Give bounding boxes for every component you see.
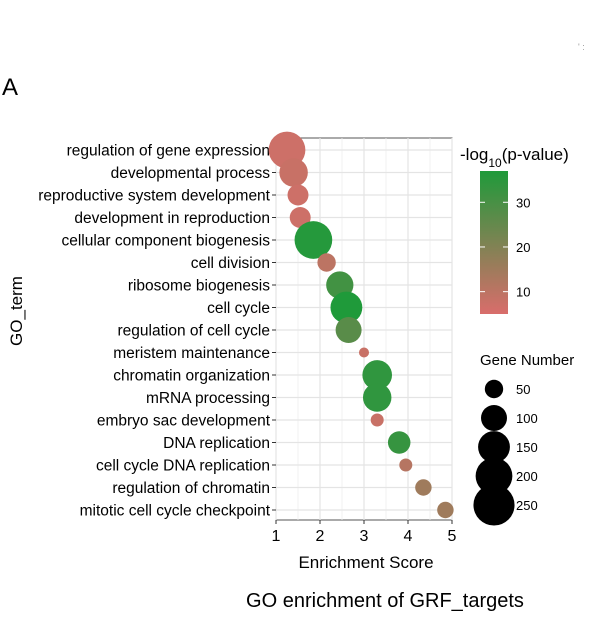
- color-legend-tick-label: 10: [516, 285, 530, 300]
- color-legend: -log10(p-value) 10 20 30: [460, 145, 569, 314]
- color-legend-bar: [480, 171, 508, 314]
- y-tick-label: DNA replication: [163, 435, 270, 452]
- y-tick-label: meristem maintenance: [113, 345, 270, 362]
- size-legend-circle: [473, 484, 515, 526]
- data-point: [387, 431, 411, 454]
- data-point: [294, 221, 333, 259]
- color-legend-ticks: 10 20 30: [480, 195, 530, 300]
- data-point: [287, 184, 309, 206]
- data-points: [268, 131, 454, 519]
- panel-label: A: [2, 74, 18, 101]
- y-tick-label: mitotic cell cycle checkpoint: [80, 503, 271, 520]
- data-point: [370, 413, 384, 427]
- data-point: [279, 158, 308, 187]
- y-tick-label: developmental process: [111, 165, 271, 182]
- y-tick-label: mRNA processing: [146, 390, 270, 407]
- data-point: [362, 360, 393, 390]
- y-tick-label: regulation of chromatin: [112, 480, 270, 497]
- size-legend-label: 50: [516, 382, 530, 397]
- data-point: [437, 501, 454, 519]
- y-tick-label: cell cycle: [207, 300, 270, 317]
- color-legend-tick-label: 30: [516, 195, 530, 210]
- data-point: [399, 458, 413, 472]
- y-tick-label: cellular component biogenesis: [61, 233, 270, 250]
- data-point: [358, 347, 370, 358]
- data-point: [335, 317, 362, 343]
- x-tick-label: 4: [404, 528, 413, 545]
- data-point: [317, 253, 336, 272]
- size-legend-circle: [484, 379, 504, 399]
- data-point: [330, 291, 363, 324]
- y-axis-title: GO_term: [7, 276, 26, 346]
- size-legend-label: 150: [516, 440, 538, 455]
- x-tick-label: 2: [316, 528, 325, 545]
- size-legend-title: Gene Number: [480, 352, 574, 369]
- data-point: [289, 207, 311, 228]
- x-axis-ticks: 1 2 3 4 5: [272, 520, 457, 545]
- y-axis-ticks: regulation of gene expression development…: [38, 143, 276, 520]
- y-tick-label: reproductive system development: [38, 188, 270, 205]
- y-tick-label: chromatin organization: [113, 368, 270, 385]
- data-point: [415, 479, 432, 496]
- x-tick-label: 5: [448, 528, 457, 545]
- color-legend-tick-label: 20: [516, 240, 530, 255]
- y-tick-label: regulation of cell cycle: [118, 323, 271, 340]
- size-legend-label: 200: [516, 469, 538, 484]
- size-legend-label: 250: [516, 498, 538, 513]
- chart-title: GO enrichment of GRF_targets: [246, 590, 524, 612]
- y-tick-label: cell division: [191, 255, 270, 272]
- size-legend-circle: [478, 431, 510, 463]
- y-tick-label: development in reproduction: [74, 210, 270, 227]
- y-tick-label: regulation of gene expression: [67, 143, 270, 160]
- x-tick-label: 3: [360, 528, 369, 545]
- size-legend-items: 50 100 150 200 250: [473, 379, 538, 526]
- size-legend-label: 100: [516, 411, 538, 426]
- y-tick-label: embryo sac development: [97, 413, 271, 430]
- data-point: [362, 383, 392, 412]
- x-axis-title: Enrichment Score: [298, 553, 433, 572]
- y-tick-label: cell cycle DNA replication: [96, 458, 270, 475]
- size-legend-circle: [475, 457, 513, 495]
- size-legend: Gene Number 50 100 150 200 250: [473, 352, 574, 526]
- corner-mark: ' :: [578, 42, 585, 52]
- y-tick-label: ribosome biogenesis: [128, 278, 270, 295]
- color-legend-title: -log10(p-value): [460, 145, 569, 170]
- size-legend-circle: [481, 405, 507, 431]
- plot-panel: regulation of gene expression development…: [38, 131, 457, 545]
- x-tick-label: 1: [272, 528, 281, 545]
